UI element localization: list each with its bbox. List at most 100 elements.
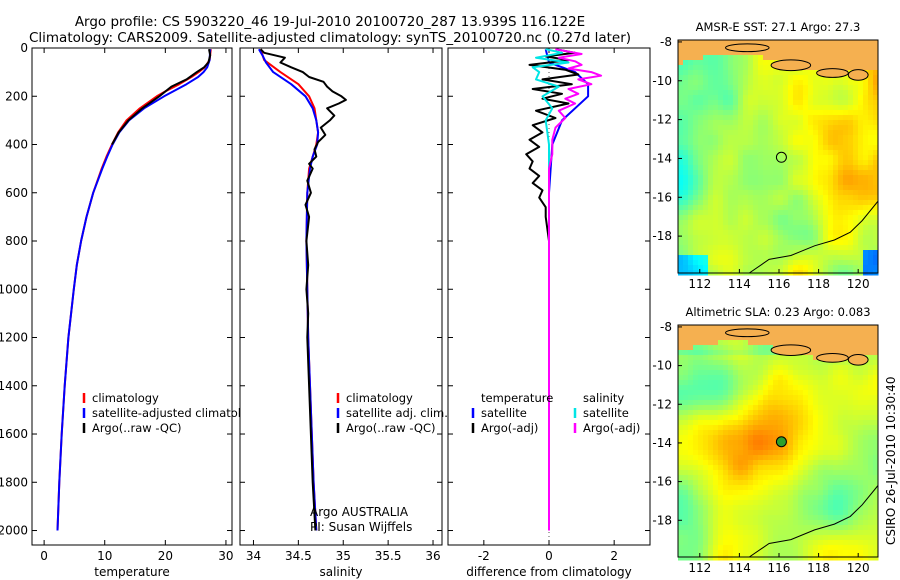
sla_map-heatmap-cell: [713, 545, 719, 551]
sst_map-heatmap-cell: [803, 210, 809, 216]
sla_map-heatmap-cell: [778, 520, 784, 526]
sla_map-heatmap-cell: [713, 525, 719, 531]
sst_map-heatmap-cell: [713, 195, 719, 201]
sla_map-heatmap-cell: [753, 490, 759, 496]
sst_map-heatmap-cell: [818, 55, 824, 61]
sst_map-heatmap-cell: [723, 90, 729, 96]
sst_map-heatmap-cell: [818, 260, 824, 266]
sst_map-heatmap-cell: [728, 95, 734, 101]
sst_map-heatmap-cell: [678, 220, 684, 226]
sla_map-heatmap-cell: [748, 340, 754, 346]
sst_map-heatmap-cell: [748, 175, 754, 181]
sla_map-heatmap-cell: [818, 545, 824, 551]
sla_map-heatmap-cell: [718, 455, 724, 461]
sla_map-heatmap-cell: [813, 525, 819, 531]
sst_map-heatmap-cell: [708, 155, 714, 161]
sst_map-heatmap-cell: [778, 125, 784, 131]
sst_map-heatmap-cell: [743, 90, 749, 96]
sla_map-heatmap-cell: [728, 435, 734, 441]
sst_map-heatmap-cell: [873, 205, 879, 211]
sla_map-heatmap-cell: [753, 535, 759, 541]
sst_map-heatmap-cell: [738, 230, 744, 236]
sst_map-heatmap-cell: [718, 55, 724, 61]
sst_map-heatmap-cell: [808, 210, 814, 216]
sla_map-heatmap-cell: [768, 515, 774, 521]
sst_map-heatmap-cell: [783, 125, 789, 131]
sst_map-heatmap-cell: [868, 70, 874, 76]
sst_map-heatmap-cell: [803, 55, 809, 61]
sla_map-heatmap-cell: [833, 505, 839, 511]
sst_map-heatmap-cell: [853, 40, 859, 46]
sla_map-heatmap-cell: [853, 505, 859, 511]
sst_map-heatmap-cell: [693, 265, 699, 271]
temperature-ytick-label: 400: [5, 138, 28, 152]
sst_map-heatmap-cell: [823, 180, 829, 186]
sla_map-heatmap-cell: [693, 465, 699, 471]
sla_map-heatmap-cell: [803, 355, 809, 361]
sst_map-heatmap-cell: [833, 235, 839, 241]
sst_map-heatmap-cell: [728, 185, 734, 191]
sla_map-heatmap-cell: [713, 425, 719, 431]
sla_map-heatmap-cell: [773, 335, 779, 341]
sla_map-heatmap-cell: [783, 360, 789, 366]
sla_map-heatmap-cell: [788, 360, 794, 366]
sst_map-heatmap-cell: [728, 250, 734, 256]
sst_map-heatmap-cell: [783, 80, 789, 86]
sst_map-heatmap-cell: [738, 245, 744, 251]
sst_map-heatmap-cell: [763, 180, 769, 186]
sla_map-heatmap-cell: [823, 485, 829, 491]
sla_map-heatmap-cell: [838, 470, 844, 476]
sst_map-heatmap-cell: [678, 210, 684, 216]
sla_map-heatmap-cell: [678, 485, 684, 491]
sst_map-heatmap-cell: [753, 170, 759, 176]
sla_map-heatmap-cell: [698, 360, 704, 366]
sst_map-heatmap-cell: [843, 160, 849, 166]
sst_map-heatmap-cell: [703, 150, 709, 156]
sla_map-heatmap-cell: [678, 370, 684, 376]
sla_map-heatmap-cell: [698, 370, 704, 376]
sst_map-heatmap-cell: [773, 55, 779, 61]
sla_map-heatmap-cell: [828, 520, 834, 526]
sst_map-heatmap-cell: [728, 265, 734, 271]
sst_map-heatmap-cell: [698, 240, 704, 246]
sst_map-heatmap-cell: [858, 95, 864, 101]
sst_map-heatmap-cell: [843, 90, 849, 96]
sst_map-heatmap-cell: [818, 235, 824, 241]
sst_map-heatmap-cell: [808, 215, 814, 221]
sla_map-heatmap-cell: [718, 365, 724, 371]
sla_map-heatmap-cell: [708, 355, 714, 361]
sla_map-heatmap-cell: [758, 390, 764, 396]
sla_map-heatmap-cell: [698, 415, 704, 421]
sst_map-heatmap-cell: [848, 80, 854, 86]
sla_map-heatmap-cell: [773, 375, 779, 381]
sla_map-heatmap-cell: [808, 395, 814, 401]
sst_map-heatmap-cell: [783, 260, 789, 266]
sst_map-heatmap-cell: [693, 195, 699, 201]
sla_map-heatmap-cell: [723, 545, 729, 551]
sst_map-heatmap-cell: [833, 40, 839, 46]
sla_map-heatmap-cell: [713, 460, 719, 466]
sst_map-heatmap-cell: [768, 245, 774, 251]
sla_map-heatmap-cell: [703, 380, 709, 386]
sla_map-heatmap-cell: [863, 515, 869, 521]
sst_map-heatmap-cell: [863, 185, 869, 191]
sst_map-heatmap-cell: [763, 260, 769, 266]
sst_map-heatmap-cell: [768, 225, 774, 231]
sst_map-heatmap-cell: [833, 90, 839, 96]
sst_map-heatmap-cell: [718, 155, 724, 161]
sla_map-heatmap-cell: [753, 415, 759, 421]
sst_map-heatmap-cell: [678, 105, 684, 111]
sla_map-heatmap-cell: [753, 555, 759, 561]
sst_map-heatmap-cell: [838, 60, 844, 66]
sst_map-heatmap-cell: [838, 100, 844, 106]
sla_map-heatmap-cell: [828, 545, 834, 551]
sst_map-heatmap-cell: [698, 140, 704, 146]
sst_map-heatmap-cell: [713, 220, 719, 226]
sla_map-heatmap-cell: [738, 485, 744, 491]
sst_map-heatmap-cell: [693, 175, 699, 181]
sst_map-heatmap-cell: [758, 40, 764, 46]
sla_map-heatmap-cell: [728, 550, 734, 556]
sst_map-heatmap-cell: [873, 240, 879, 246]
sla_map-heatmap-cell: [703, 350, 709, 356]
sst_map-heatmap-cell: [718, 90, 724, 96]
